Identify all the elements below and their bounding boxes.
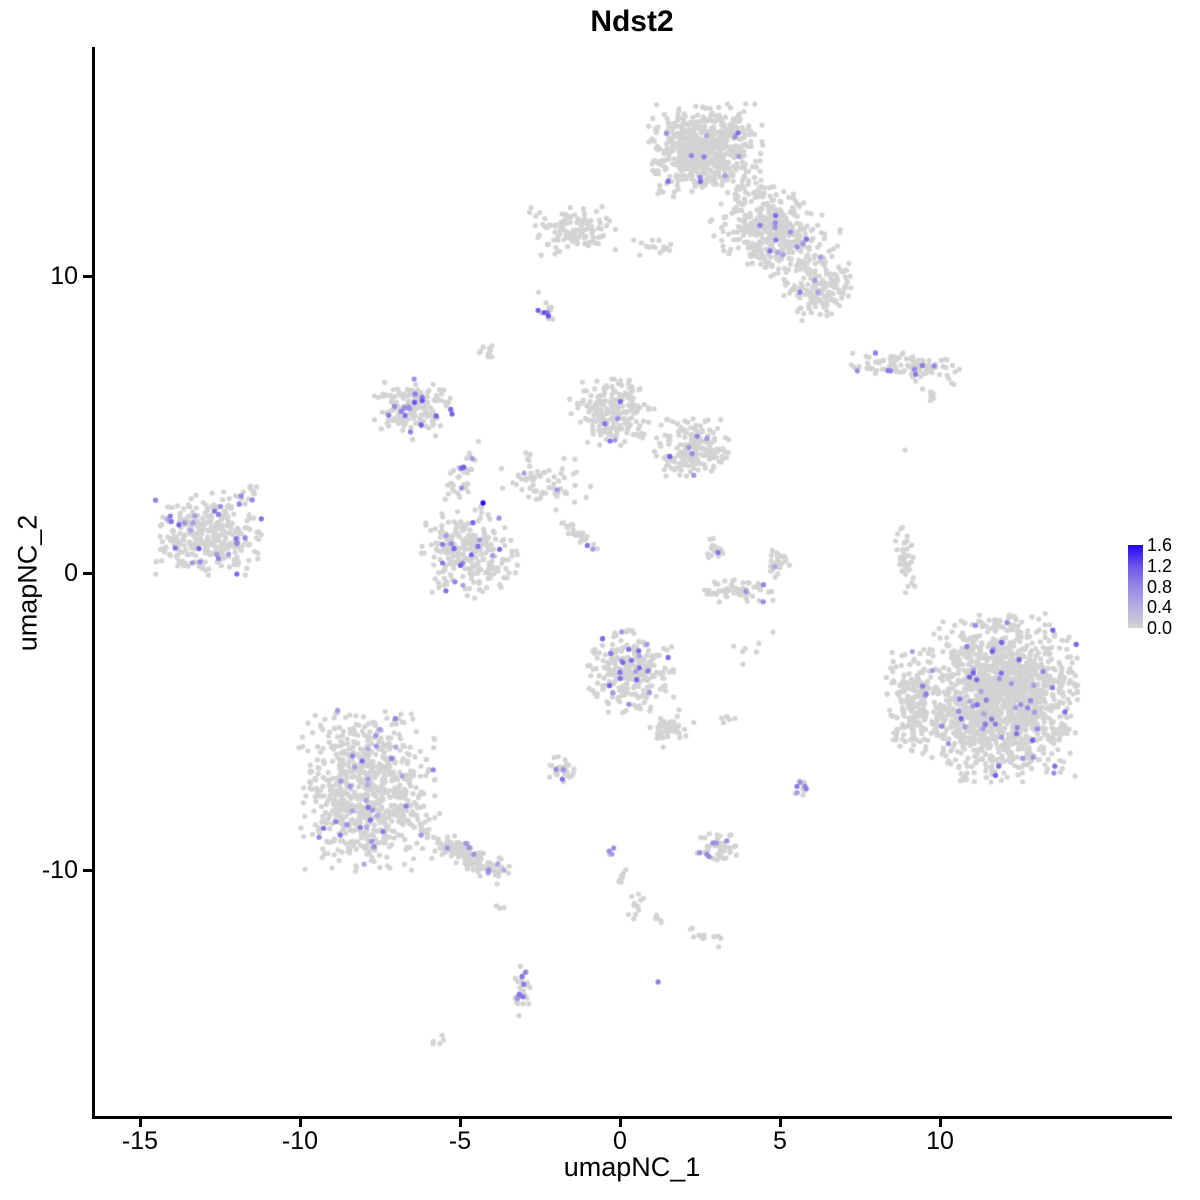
x-tick-mark bbox=[938, 1118, 942, 1127]
x-tick-label: -10 bbox=[281, 1127, 319, 1155]
legend-tick-label: 0.0 bbox=[1147, 618, 1173, 638]
x-tick-mark bbox=[778, 1118, 782, 1127]
x-tick-mark bbox=[298, 1118, 302, 1127]
x-tick-mark bbox=[618, 1118, 622, 1127]
colorbar-gradient bbox=[1128, 545, 1143, 628]
x-tick-label: -15 bbox=[121, 1127, 159, 1155]
y-tick-label: 0 bbox=[64, 559, 78, 587]
y-tick-mark bbox=[83, 571, 92, 575]
legend-tick-label: 0.4 bbox=[1147, 597, 1173, 618]
x-tick-mark bbox=[458, 1118, 462, 1127]
y-axis-title: umapNC_2 bbox=[12, 514, 43, 652]
legend-tick-label: 0.8 bbox=[1147, 576, 1173, 597]
x-axis-line bbox=[92, 1116, 1172, 1119]
x-tick-label: 5 bbox=[773, 1127, 787, 1155]
plot-title: Ndst2 bbox=[590, 5, 674, 38]
x-tick-label: 10 bbox=[926, 1127, 954, 1155]
legend-tick-label: 1.2 bbox=[1147, 555, 1173, 576]
x-axis-title: umapNC_1 bbox=[563, 1152, 701, 1182]
legend-tick-label: 1.6 bbox=[1147, 535, 1173, 555]
y-tick-label: 10 bbox=[50, 262, 78, 290]
x-tick-mark bbox=[138, 1118, 142, 1127]
x-tick-label: -5 bbox=[448, 1127, 472, 1155]
y-tick-mark bbox=[83, 868, 92, 872]
y-tick-label: -10 bbox=[41, 856, 78, 884]
x-tick-label: 0 bbox=[613, 1127, 627, 1155]
y-axis-line bbox=[92, 47, 95, 1119]
y-tick-mark bbox=[83, 274, 92, 278]
